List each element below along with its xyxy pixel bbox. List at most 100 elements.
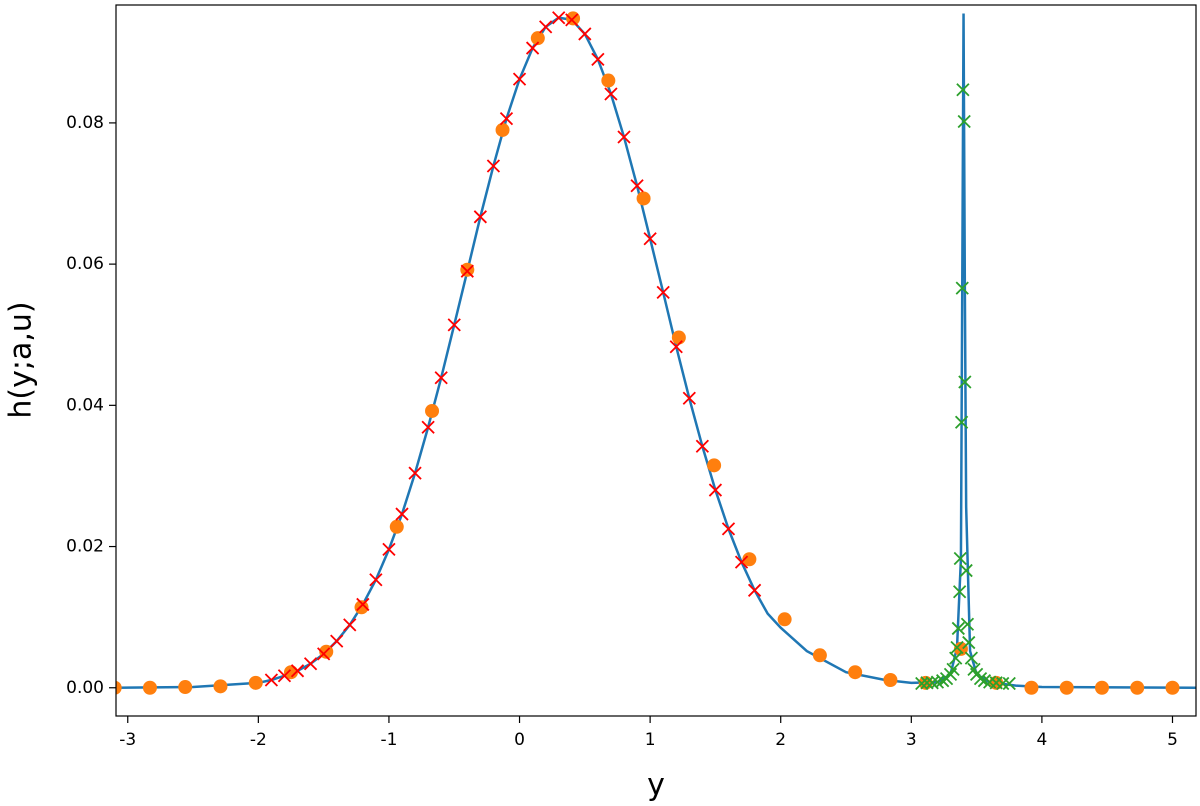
plot-frame [115, 4, 1197, 717]
data-point [356, 597, 370, 612]
data-point [330, 634, 344, 648]
data-point [116, 680, 122, 695]
data-point [671, 330, 686, 345]
x-tick-label: 4 [1036, 730, 1047, 750]
data-point [248, 675, 263, 690]
data-point [601, 73, 616, 88]
data-point [964, 651, 979, 665]
data-point [1165, 680, 1180, 695]
data-line [116, 13, 1196, 690]
data-point [617, 130, 631, 144]
y-tick-label: 0.08 [66, 113, 104, 133]
data-point [512, 72, 527, 86]
data-point [389, 519, 404, 534]
y-axis-label: h(y;a,u) [4, 301, 39, 418]
data-point [695, 439, 709, 453]
data-point [925, 676, 939, 690]
data-point [395, 507, 409, 521]
data-point [682, 391, 696, 405]
data-point [495, 122, 510, 137]
x-tick-label: 5 [1167, 730, 1178, 750]
x-tick-label: 2 [775, 730, 786, 750]
x-tick-label: 3 [906, 730, 917, 750]
data-point [977, 674, 992, 688]
data-point [499, 112, 514, 126]
data-point [1024, 680, 1039, 695]
data-point [369, 573, 383, 587]
data-point [936, 674, 950, 688]
y-tick-label: 0.00 [66, 678, 104, 698]
data-point [930, 675, 945, 689]
data-point [953, 551, 967, 566]
data-point [382, 542, 396, 557]
data-point [630, 179, 644, 193]
data-point [957, 114, 971, 129]
data-point [708, 483, 723, 497]
data-point [525, 41, 540, 55]
data-point [920, 676, 934, 690]
data-point [303, 657, 318, 671]
data-point [742, 552, 757, 567]
data-point [949, 651, 963, 665]
data-point [354, 600, 369, 615]
x-tick-label: 1 [645, 730, 656, 750]
data-point [669, 340, 683, 354]
data-point [955, 281, 969, 295]
data-point [962, 635, 976, 650]
plot-area [116, 11, 1196, 695]
data-point [950, 640, 964, 655]
x-axis-label: y [647, 768, 665, 803]
data-point [848, 665, 863, 680]
data-point [425, 403, 440, 418]
data-point [565, 13, 579, 27]
data-point [530, 31, 545, 46]
data-point [408, 466, 422, 480]
data-point [915, 676, 929, 691]
data-point [958, 375, 972, 389]
data-point [486, 159, 501, 173]
data-point [473, 210, 487, 224]
axes: -3 -2 -1 0 1 2 3 4 5 0.00 0.02 0.04 0.06 0.08 [66, 113, 1178, 750]
data-point [954, 415, 969, 429]
data-point [343, 618, 357, 632]
data-point [604, 87, 618, 101]
data-point [656, 285, 670, 300]
data-point [1130, 680, 1145, 695]
data-point [578, 27, 592, 41]
data-point [1002, 676, 1016, 691]
data-point [734, 555, 749, 569]
data-point [959, 563, 973, 578]
data-point [552, 11, 566, 25]
data-point [591, 52, 605, 67]
y-tick-label: 0.02 [66, 537, 104, 557]
x-tick-label: 0 [514, 730, 525, 750]
data-point [178, 680, 193, 695]
data-point [996, 676, 1010, 691]
y-tick-label: 0.06 [66, 254, 104, 274]
y-tick-label: 0.04 [66, 395, 104, 415]
data-point [747, 583, 762, 597]
data-point [264, 673, 279, 687]
data-point [447, 318, 461, 332]
data-point [460, 262, 475, 277]
data-point [883, 672, 898, 687]
data-point [812, 648, 827, 663]
data-point [317, 647, 331, 661]
data-point [277, 669, 292, 683]
data-point [290, 664, 305, 678]
data-point [721, 522, 736, 536]
data-point [539, 20, 553, 34]
data-point [946, 662, 960, 677]
data-point [777, 612, 792, 627]
data-point [952, 585, 967, 599]
x-tick-label: -3 [119, 730, 136, 750]
data-point [421, 420, 435, 434]
data-point [213, 679, 228, 694]
data-point [1059, 680, 1074, 695]
data-point [960, 617, 975, 631]
data-point [956, 83, 970, 97]
data-point [951, 621, 965, 636]
data-point [636, 191, 651, 206]
x-tick-label: -2 [250, 730, 267, 750]
